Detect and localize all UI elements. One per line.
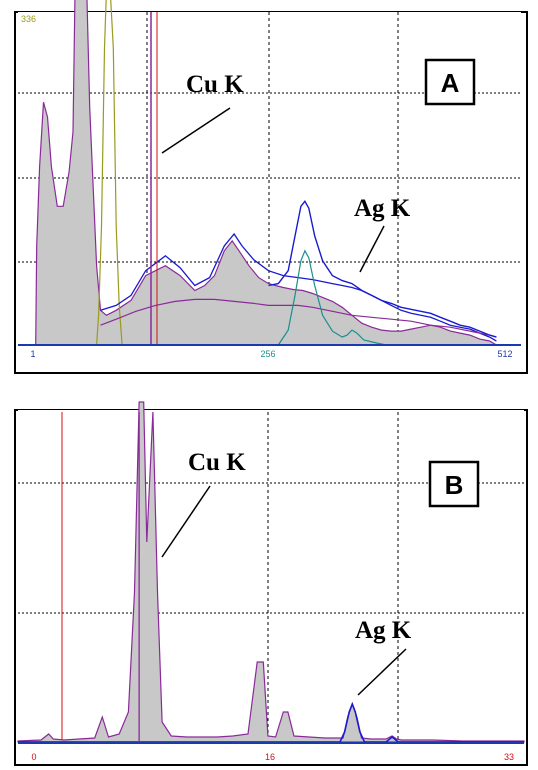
panel-a-ag-envelope-line bbox=[268, 200, 497, 338]
panel-a-spectrum bbox=[18, 0, 499, 346]
panel-a-id-box bbox=[424, 58, 476, 106]
panel-b-tick-label-0: 0 bbox=[31, 752, 36, 762]
panel-b-id-label: B bbox=[445, 470, 464, 500]
panel-a-cu-k-pointer bbox=[161, 107, 231, 154]
panel-a-axis-strip bbox=[18, 345, 521, 372]
panel-a-ymax-label: 336 bbox=[21, 14, 36, 24]
panel-a-cu-fit-line bbox=[96, 0, 123, 346]
panel-b-id-box bbox=[428, 460, 480, 508]
panel-a-background-line bbox=[100, 298, 497, 338]
panel-b: 0 16 33 Cu K Ag K B bbox=[14, 401, 528, 766]
panel-a-tick-label-1: 1 bbox=[30, 349, 35, 359]
panel-a: 336 1 256 512 Cu K Ag K A bbox=[14, 0, 528, 374]
panel-b-axis-strip bbox=[18, 744, 524, 764]
panel-b-plot-area bbox=[18, 410, 524, 742]
panel-a-spectrum-area bbox=[18, 0, 499, 346]
panel-b-tick-label-33: 33 bbox=[504, 752, 514, 762]
panel-b-cu-k-label: Cu K bbox=[188, 449, 246, 476]
panel-a-id-label: A bbox=[441, 68, 460, 98]
panel-a-ag-k-label: Ag K bbox=[354, 195, 411, 222]
panel-a-tick-label-256: 256 bbox=[260, 349, 275, 359]
panel-a-ag-fit-line bbox=[277, 249, 387, 346]
panel-b-ag-k-pointer bbox=[357, 648, 407, 696]
panel-a-fit-envelope-line bbox=[100, 232, 497, 342]
panel-a-tick-label-512: 512 bbox=[497, 349, 512, 359]
panel-b-ag-fit-line bbox=[18, 701, 524, 743]
panel-a-ag-k-pointer bbox=[359, 225, 385, 273]
panel-a-cu-k-label: Cu K bbox=[186, 71, 244, 98]
panel-b-tick-label-16: 16 bbox=[265, 752, 275, 762]
panel-b-ag-k-label: Ag K bbox=[355, 617, 412, 644]
panel-b-spectrum bbox=[17, 401, 525, 743]
panel-b-cu-k-pointer bbox=[161, 485, 211, 558]
panel-b-spectrum-area bbox=[17, 401, 525, 743]
